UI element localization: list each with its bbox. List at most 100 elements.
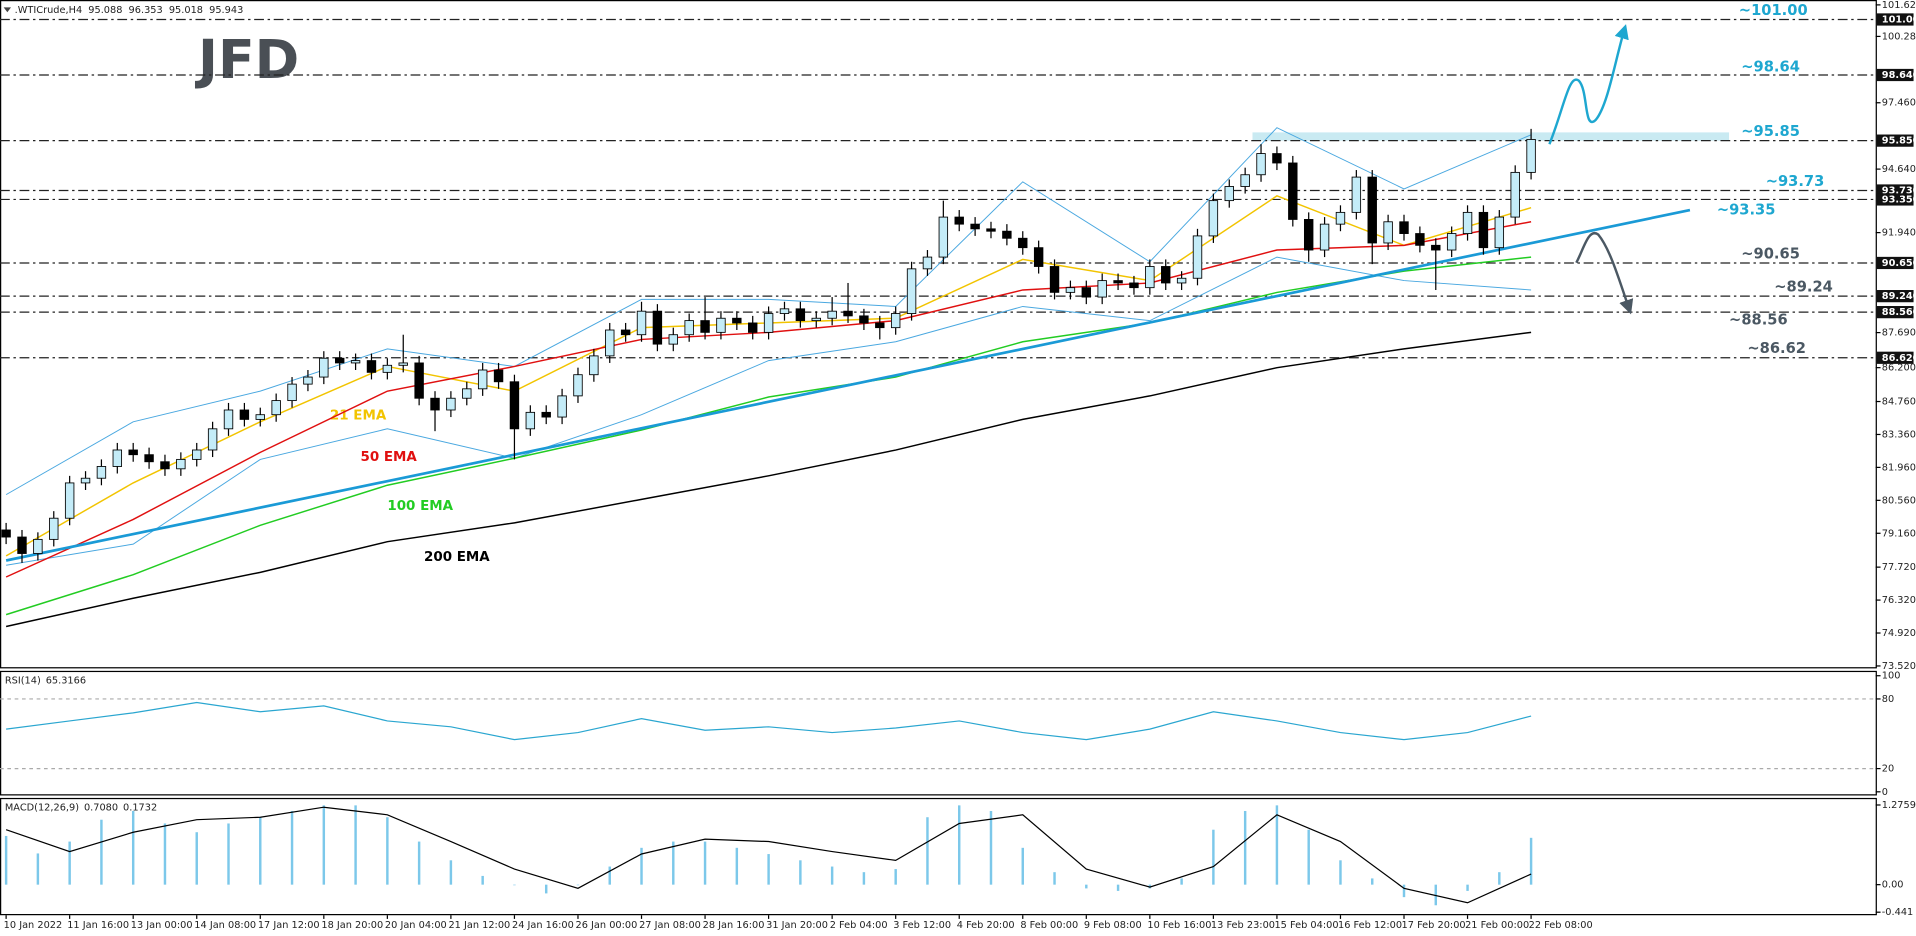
macd-bar xyxy=(1275,805,1279,885)
candle-body xyxy=(1446,233,1457,251)
x-tick-label: 4 Feb 20:00 xyxy=(957,920,1015,931)
candle-body xyxy=(414,362,424,399)
macd-bar xyxy=(1402,884,1406,898)
candle-body xyxy=(1192,235,1203,279)
macd-bar xyxy=(544,884,548,894)
level-label-box xyxy=(1876,256,1914,270)
macd-bar xyxy=(386,817,389,885)
candle-body xyxy=(954,216,964,225)
candle-body xyxy=(493,369,504,383)
macd-signal xyxy=(5,806,1532,904)
candle-body xyxy=(509,381,520,430)
candle-body xyxy=(1415,233,1425,246)
y-tick-label: 84.760 xyxy=(1882,397,1916,408)
ohlc-value: 96.353 xyxy=(129,5,163,16)
x-tick-label: 22 Feb 08:00 xyxy=(1529,920,1593,931)
candle-body xyxy=(366,360,377,373)
candle-body xyxy=(33,538,43,554)
y-tick-label: 80 xyxy=(1882,694,1894,705)
ohlc-value: 95.088 xyxy=(88,5,122,16)
ema-line xyxy=(5,221,1532,578)
menu-triangle xyxy=(3,7,12,13)
x-tick-label: 17 Jan 12:00 xyxy=(258,920,320,931)
level-annotation: ~93.73 xyxy=(1766,173,1825,190)
macd-current: 0.1732 xyxy=(123,803,157,814)
macd-bar xyxy=(227,823,230,885)
macd-bar xyxy=(1085,884,1088,889)
candle-body xyxy=(652,310,663,345)
macd-bar xyxy=(100,819,103,885)
level-label: 101.000 xyxy=(1882,14,1916,25)
y-tick-label: 73.520 xyxy=(1882,661,1916,672)
y-tick-label: 101.620 xyxy=(1882,0,1916,11)
level-annotation: ~88.56 xyxy=(1729,312,1788,329)
macd-bar xyxy=(1243,810,1247,885)
candle-body xyxy=(160,461,170,470)
candle-body xyxy=(922,256,933,270)
candle-body xyxy=(1049,266,1060,293)
level-label: 95.850 xyxy=(1882,136,1916,147)
candle-body xyxy=(1176,277,1187,284)
candle-body xyxy=(1,529,11,538)
candle-body xyxy=(890,313,901,329)
candle-body xyxy=(176,458,186,470)
level-annotation: ~95.85 xyxy=(1741,123,1800,140)
candle-body xyxy=(906,268,917,314)
candle-body xyxy=(779,308,790,314)
x-tick-label: 28 Jan 16:00 xyxy=(703,920,765,931)
x-tick-label: 13 Jan 00:00 xyxy=(131,920,193,931)
x-tick-label: 16 Feb 12:00 xyxy=(1338,920,1402,931)
candle-body xyxy=(334,357,345,364)
trendline xyxy=(5,208,1691,562)
ema-line xyxy=(5,256,1532,616)
candle-body xyxy=(732,317,742,324)
candle-body xyxy=(239,409,250,420)
candle-body xyxy=(1256,153,1266,176)
y-tick-label: 79.160 xyxy=(1882,528,1916,539)
resistance-zone xyxy=(1252,132,1730,141)
candle-body xyxy=(811,317,821,322)
macd-bar xyxy=(1498,872,1501,885)
candle-body xyxy=(80,477,91,484)
macd-panel xyxy=(0,797,1877,916)
rsi-line xyxy=(6,701,1532,741)
macd-bar xyxy=(958,805,961,885)
level-annotation: ~101.00 xyxy=(1739,2,1808,19)
y-tick-label: 0 xyxy=(1882,787,1888,798)
macd-bar xyxy=(163,823,167,885)
level-annotation: ~93.35 xyxy=(1717,201,1776,218)
candle-body xyxy=(1335,211,1346,225)
macd-bar xyxy=(830,866,834,885)
ema-line xyxy=(5,195,1532,557)
macd-bar xyxy=(608,866,611,885)
macd-bar xyxy=(894,869,897,885)
y-tick-label: 83.360 xyxy=(1882,429,1916,440)
candle-body xyxy=(112,449,123,467)
candle-body xyxy=(398,362,408,366)
macd-bar xyxy=(576,884,580,886)
macd-bar xyxy=(672,841,675,885)
y-tick-label: 74.920 xyxy=(1882,628,1916,639)
level-label: 93.730 xyxy=(1882,186,1916,197)
candle-body xyxy=(748,322,758,333)
candle-body xyxy=(1033,247,1044,267)
y-tick-label: 20 xyxy=(1882,764,1894,775)
candle-body xyxy=(287,383,297,402)
candle-body xyxy=(573,374,583,397)
rsi-current: 65.3166 xyxy=(46,676,86,687)
candle-body xyxy=(1383,221,1393,244)
candle-body xyxy=(938,216,949,258)
candle-body xyxy=(1097,280,1107,298)
level-annotation: ~86.62 xyxy=(1747,340,1806,357)
candle-body xyxy=(1288,162,1298,220)
ohlc-value: 95.018 xyxy=(169,5,203,16)
candle-body xyxy=(700,320,710,333)
candle-body xyxy=(541,411,551,418)
candle-body xyxy=(970,223,980,230)
x-tick-label: 15 Feb 04:00 xyxy=(1274,920,1338,931)
level-label-box xyxy=(1876,193,1914,206)
macd-bar xyxy=(259,817,262,885)
rsi-panel xyxy=(0,670,1877,796)
candle-body xyxy=(763,313,774,333)
macd-bar xyxy=(68,841,71,885)
